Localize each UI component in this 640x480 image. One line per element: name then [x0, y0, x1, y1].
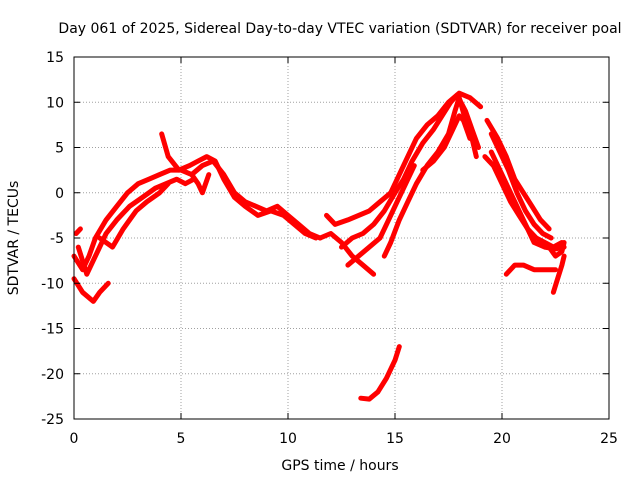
x-tick-label: 15	[386, 431, 404, 447]
series-track-2	[73, 226, 83, 236]
y-tick-label: 10	[46, 95, 64, 111]
series-track-9	[324, 90, 484, 227]
series-track-17	[488, 149, 567, 252]
x-axis-label: GPS time / hours	[281, 458, 398, 474]
series-track-7	[189, 172, 212, 196]
series-track-8	[317, 231, 377, 277]
series-track-1	[71, 276, 111, 304]
y-tick-label: -10	[41, 276, 64, 292]
data-series-group	[71, 90, 567, 402]
grid-lines	[74, 57, 609, 419]
series-track-15	[484, 117, 552, 232]
y-tick-label: -25	[41, 412, 64, 428]
series-track-19	[550, 253, 567, 295]
y-tick-labels: 15 10 5 0 -5 -10 -15 -20 -25	[41, 50, 64, 428]
series-track-11	[345, 163, 417, 268]
series-track-4	[75, 176, 197, 277]
y-tick-label: 5	[55, 141, 64, 157]
series-track-16	[488, 131, 554, 241]
axis-ticks	[73, 56, 610, 420]
series-track-5	[97, 181, 171, 250]
series-track-18	[503, 262, 558, 277]
y-tick-label: -15	[41, 322, 64, 338]
series-track-21	[358, 344, 402, 402]
chart-title: Day 061 of 2025, Sidereal Day-to-day VTE…	[58, 21, 621, 37]
x-tick-label: 5	[177, 431, 186, 447]
x-tick-label: 25	[600, 431, 618, 447]
y-tick-label: 0	[55, 186, 64, 202]
y-tick-label: -5	[50, 231, 64, 247]
x-tick-labels: 0 5 10 15 20 25	[70, 431, 618, 447]
x-tick-label: 0	[70, 431, 79, 447]
y-tick-label: 15	[46, 50, 64, 66]
x-tick-label: 10	[279, 431, 297, 447]
y-tick-label: -20	[41, 367, 64, 383]
x-tick-label: 20	[493, 431, 511, 447]
y-axis-label: SDTVAR / TECUs	[6, 181, 22, 296]
series-track-13	[420, 113, 473, 173]
series-track-6	[159, 131, 319, 241]
series-track-20	[546, 240, 567, 259]
